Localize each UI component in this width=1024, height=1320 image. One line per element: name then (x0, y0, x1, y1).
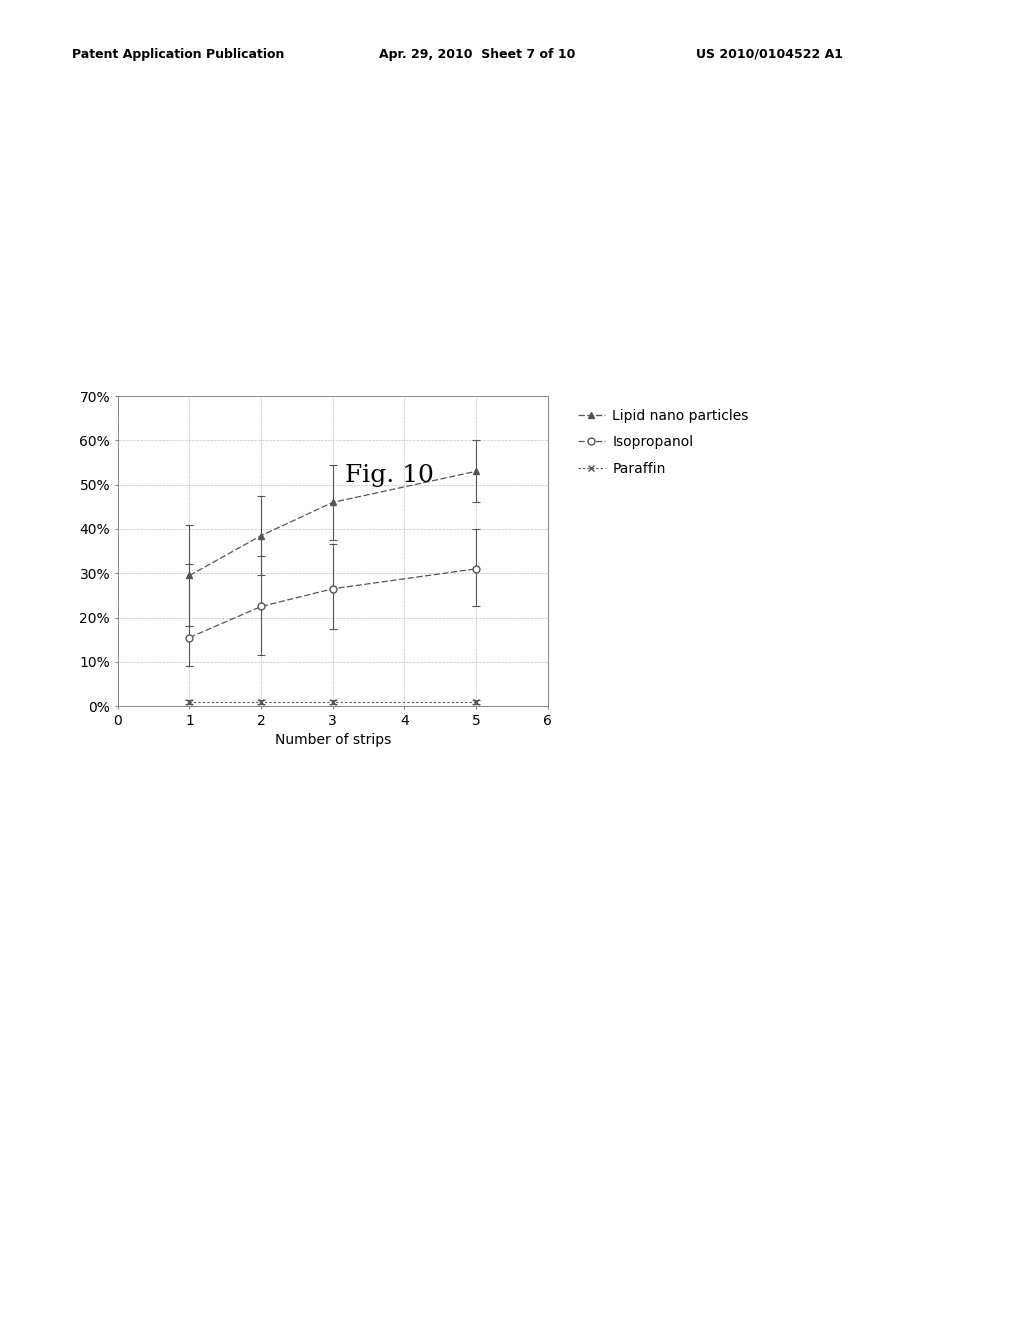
Text: Apr. 29, 2010  Sheet 7 of 10: Apr. 29, 2010 Sheet 7 of 10 (379, 48, 575, 61)
Text: Patent Application Publication: Patent Application Publication (72, 48, 284, 61)
X-axis label: Number of strips: Number of strips (274, 734, 391, 747)
Legend: Lipid nano particles, Isopropanol, Paraffin: Lipid nano particles, Isopropanol, Paraf… (572, 403, 755, 480)
Text: Fig. 10: Fig. 10 (345, 463, 433, 487)
Text: US 2010/0104522 A1: US 2010/0104522 A1 (696, 48, 844, 61)
